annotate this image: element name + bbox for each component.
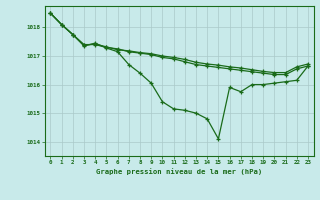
X-axis label: Graphe pression niveau de la mer (hPa): Graphe pression niveau de la mer (hPa) [96,168,262,175]
